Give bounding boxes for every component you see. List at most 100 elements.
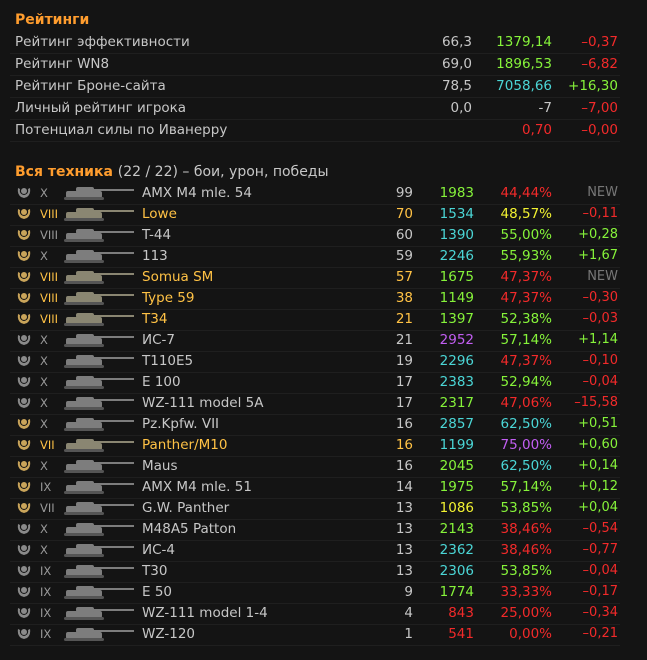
- vehicle-change: –0,10: [582, 353, 618, 368]
- vehicle-damage: 2952: [439, 332, 474, 348]
- vehicle-winrate: 52,94%: [500, 374, 552, 390]
- tank-icon: [64, 565, 134, 578]
- vehicle-damage: 2383: [439, 374, 474, 390]
- vehicle-winrate: 52,38%: [500, 311, 552, 327]
- vehicle-winrate: 62,50%: [500, 416, 552, 432]
- vehicle-winrate: 38,46%: [500, 542, 552, 558]
- mastery-badge-icon: [17, 293, 31, 303]
- vehicle-change: –0,77: [582, 542, 618, 557]
- vehicle-damage: 1983: [439, 185, 474, 201]
- tank-icon: [64, 292, 134, 305]
- vehicle-battles: 59: [395, 248, 413, 264]
- vehicle-winrate: 47,37%: [500, 290, 552, 306]
- vehicle-row: X ИС-7 21 2952 57,14% +1,14: [10, 330, 620, 352]
- vehicle-change: –0,04: [582, 374, 618, 389]
- vehicle-change: –0,21: [582, 626, 618, 641]
- vehicle-battles: 19: [395, 353, 413, 369]
- mastery-badge-icon: [17, 482, 31, 492]
- vehicle-name: 113: [142, 248, 168, 264]
- mastery-badge-icon: [17, 356, 31, 366]
- vehicle-row: X Maus 16 2045 62,50% +0,14: [10, 456, 620, 478]
- vehicle-tier: X: [40, 375, 48, 389]
- tank-icon: [64, 586, 134, 599]
- vehicle-battles: 4: [404, 605, 413, 621]
- vehicle-winrate: 44,44%: [500, 185, 552, 201]
- vehicle-row: IX T30 13 2306 53,85% –0,04: [10, 561, 620, 583]
- tank-icon: [64, 355, 134, 368]
- vehicle-winrate: 47,37%: [500, 269, 552, 285]
- vehicle-battles: 70: [395, 206, 413, 222]
- vehicle-name: T34: [142, 311, 168, 327]
- tank-icon: [64, 334, 134, 347]
- vehicle-damage: 1086: [439, 500, 474, 516]
- tank-icon: [64, 376, 134, 389]
- vehicle-winrate: 57,14%: [500, 479, 552, 495]
- mastery-badge-icon: [17, 503, 31, 513]
- mastery-badge-icon: [17, 524, 31, 534]
- vehicle-battles: 38: [395, 290, 413, 306]
- vehicle-damage: 2143: [439, 521, 474, 537]
- vehicle-row: IX E 50 9 1774 33,33% –0,17: [10, 582, 620, 604]
- rating-change: –0,00: [581, 122, 618, 138]
- vehicle-name: Somua SM: [142, 269, 214, 285]
- vehicle-name: E 50: [142, 584, 172, 600]
- rating-value: 69,0: [441, 56, 472, 72]
- mastery-badge-icon: [17, 419, 31, 429]
- vehicle-tier: X: [40, 396, 48, 410]
- vehicle-tier: VIII: [40, 291, 59, 305]
- rating-label: Рейтинг Броне-сайта: [15, 78, 166, 94]
- tank-icon: [64, 397, 134, 410]
- vehicle-change: NEW: [587, 185, 618, 200]
- vehicle-name: WZ-111 model 5A: [142, 395, 264, 411]
- vehicle-winrate: 57,14%: [500, 332, 552, 348]
- vehicle-damage: 1675: [439, 269, 474, 285]
- vehicle-winrate: 33,33%: [500, 584, 552, 600]
- vehicle-row: VIII T-44 60 1390 55,00% +0,28: [10, 225, 620, 247]
- rating-score: 1379,14: [496, 34, 552, 50]
- vehicle-name: G.W. Panther: [142, 500, 230, 516]
- rating-change: –0,37: [581, 34, 618, 50]
- mastery-badge-icon: [17, 608, 31, 618]
- mastery-badge-icon: [17, 461, 31, 471]
- vehicle-tier: X: [40, 249, 48, 263]
- vehicle-battles: 13: [395, 542, 413, 558]
- vehicle-name: Type 59: [142, 290, 195, 306]
- vehicle-tier: X: [40, 417, 48, 431]
- vehicle-tier: VIII: [40, 270, 59, 284]
- vehicle-damage: 1534: [439, 206, 474, 222]
- vehicle-change: +0,12: [578, 479, 618, 494]
- vehicle-tier: IX: [40, 606, 52, 620]
- tank-icon: [64, 313, 134, 326]
- vehicle-row: X E 100 17 2383 52,94% –0,04: [10, 372, 620, 394]
- vehicles-title-label: Вся техника: [15, 164, 113, 180]
- rating-label: Личный рейтинг игрока: [15, 100, 187, 116]
- mastery-badge-icon: [17, 566, 31, 576]
- vehicle-battles: 16: [395, 416, 413, 432]
- vehicle-damage: 1397: [439, 311, 474, 327]
- vehicle-row: VII Panther/M10 16 1199 75,00% +0,60: [10, 435, 620, 457]
- vehicle-battles: 16: [395, 437, 413, 453]
- vehicle-damage: 2317: [439, 395, 474, 411]
- vehicle-change: +1,14: [578, 332, 618, 347]
- rating-change: –6,82: [581, 56, 618, 72]
- vehicle-winrate: 55,93%: [500, 248, 552, 264]
- vehicle-row: X Pz.Kpfw. VII 16 2857 62,50% +0,51: [10, 414, 620, 436]
- vehicle-row: VIII T34 21 1397 52,38% –0,03: [10, 309, 620, 331]
- vehicle-damage: 2362: [439, 542, 474, 558]
- tank-icon: [64, 481, 134, 494]
- vehicle-name: Lowe: [142, 206, 177, 222]
- rating-row: Рейтинг WN8 69,0 1896,53 –6,82: [10, 53, 620, 76]
- vehicle-tier: X: [40, 186, 48, 200]
- vehicle-battles: 9: [404, 584, 413, 600]
- vehicle-tier: VIII: [40, 207, 59, 221]
- vehicles-title: Вся техника (22 / 22) – бои, урон, побед…: [15, 164, 329, 180]
- vehicle-tier: VIII: [40, 312, 59, 326]
- vehicle-name: T-44: [142, 227, 172, 243]
- vehicle-winrate: 62,50%: [500, 458, 552, 474]
- vehicle-damage: 2306: [439, 563, 474, 579]
- vehicle-row: X M48A5 Patton 13 2143 38,46% –0,54: [10, 519, 620, 541]
- vehicle-battles: 16: [395, 458, 413, 474]
- vehicle-battles: 13: [395, 563, 413, 579]
- rating-change: +16,30: [568, 78, 618, 94]
- vehicle-damage: 2246: [439, 248, 474, 264]
